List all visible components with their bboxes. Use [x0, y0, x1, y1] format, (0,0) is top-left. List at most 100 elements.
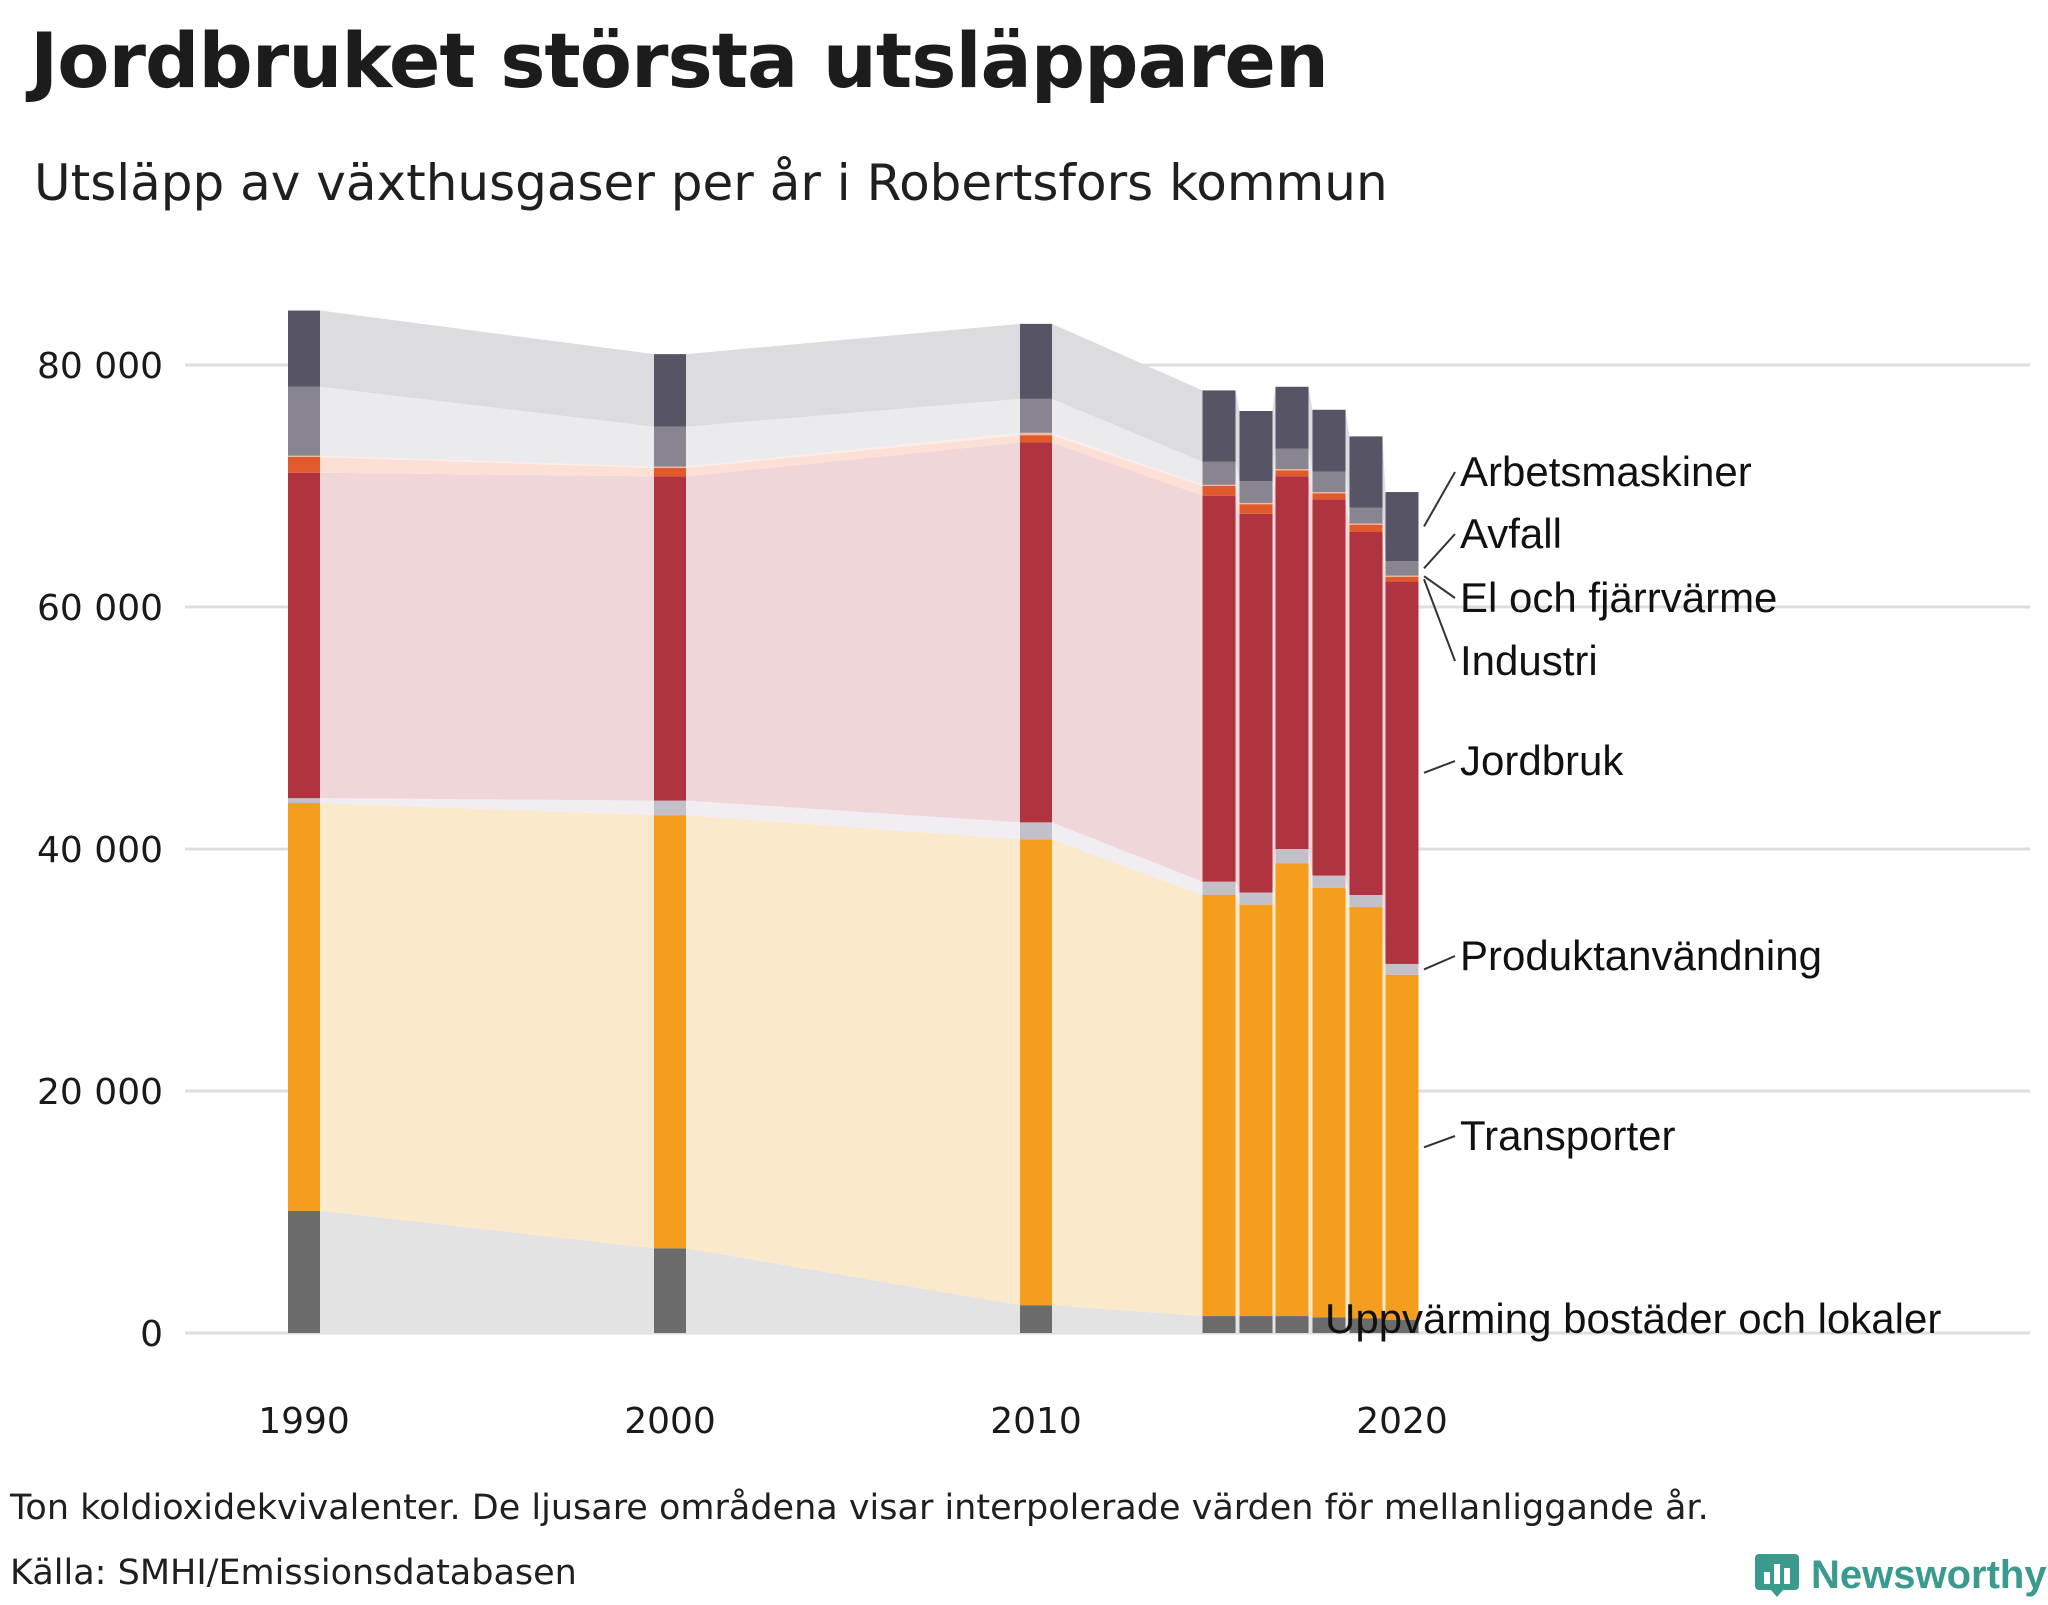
bar-segment [288, 472, 320, 799]
leader-line [1423, 1135, 1456, 1149]
leader-line [1423, 578, 1456, 662]
bar-segment [1275, 470, 1309, 477]
bar-segment [1239, 1316, 1273, 1333]
chart-subtitle: Utsläpp av växthusgaser per år i Roberts… [34, 154, 1388, 212]
bar-segment [1202, 894, 1236, 1317]
bar-segment [1275, 849, 1309, 864]
x-axis-labels: 1990 2000 2010 2020 [258, 1401, 1448, 1442]
y-tick-label: 0 [140, 1314, 163, 1355]
x-tick-label: 2000 [624, 1401, 716, 1442]
x-tick-label: 2020 [1356, 1401, 1448, 1442]
bar-segment [288, 803, 320, 1211]
bar-segment [1349, 894, 1383, 908]
bar-segment [1202, 486, 1236, 496]
series-label: Avfall [1460, 510, 1562, 557]
series-label: Uppvärming bostäder och lokaler [1325, 1295, 1941, 1342]
leader-line [1423, 575, 1456, 599]
interpolated-area [320, 1210, 1386, 1333]
bar-segment [1349, 436, 1383, 508]
y-tick-label: 60 000 [37, 588, 163, 629]
bar-segment [1020, 839, 1052, 1306]
bar-segment [1239, 904, 1273, 1317]
bar-segment [288, 1210, 320, 1333]
bar-segment [1312, 492, 1346, 494]
interpolated-area [320, 435, 1386, 582]
bar-segment [1385, 581, 1419, 964]
bar-segment [1312, 493, 1346, 500]
series-label: Jordbruk [1460, 737, 1624, 784]
bar-segment [1385, 492, 1419, 562]
bar-segment [288, 386, 320, 456]
bar-segment [1349, 531, 1383, 895]
brand-logo[interactable]: Newsworthy [1755, 1545, 2047, 1605]
chart-title: Jordbruket största utsläpparen [30, 16, 1329, 105]
bar-segment [1275, 386, 1309, 449]
bar-segment [1385, 575, 1419, 577]
bar-segment [654, 426, 686, 467]
bar-segment [1312, 409, 1346, 472]
series-label: Industri [1460, 637, 1598, 684]
bar-segment [1020, 442, 1052, 823]
y-tick-label: 40 000 [37, 830, 163, 871]
bar-segment [1312, 875, 1346, 888]
bar-segment [1312, 887, 1346, 1318]
footnote: Ton koldioxidekvivalenter. De ljusare om… [10, 1488, 1709, 1528]
bar-segment [654, 354, 686, 427]
y-tick-label: 80 000 [37, 346, 163, 387]
y-tick-label: 20 000 [37, 1072, 163, 1113]
bars [288, 310, 1419, 1333]
bar-segment [1239, 892, 1273, 905]
bar-segment [1312, 471, 1346, 493]
bar-segment [1239, 410, 1273, 482]
x-tick-label: 2010 [990, 1401, 1082, 1442]
bar-segment [654, 476, 686, 801]
series-labels: Uppvärming bostäder och lokaler Transport… [1325, 448, 1941, 1342]
bar-segment [654, 466, 686, 468]
bar-segment [1275, 469, 1309, 471]
brand-name: Newsworthy [1811, 1552, 2047, 1597]
bar-segment [1020, 398, 1052, 433]
bar-segment [1385, 974, 1419, 1320]
leader-line [1423, 760, 1456, 774]
x-tick-label: 1990 [258, 1401, 350, 1442]
bar-segment [654, 800, 686, 816]
bar-segment [1202, 484, 1236, 486]
interpolated-area [320, 803, 1386, 1320]
bar-segment [1275, 448, 1309, 470]
bar-chart-bubble-icon [1755, 1554, 1799, 1597]
bar-segment [1020, 822, 1052, 840]
bar-segment [1202, 390, 1236, 462]
bar-segment [1349, 523, 1383, 525]
leader-line [1423, 533, 1456, 569]
bar-segment [1275, 1316, 1309, 1333]
interpolated-area [320, 310, 1386, 562]
interpolated-area [320, 386, 1386, 576]
bar-segment [1349, 507, 1383, 524]
bar-segment [1202, 881, 1236, 895]
interpolated-areas [320, 310, 1386, 1333]
bar-segment [654, 467, 686, 477]
bar-segment [1275, 476, 1309, 849]
bar-segment [1275, 863, 1309, 1317]
bar-segment [1239, 513, 1273, 893]
bar-segment [654, 1248, 686, 1333]
bar-segment [1020, 432, 1052, 436]
bar-segment [1312, 1317, 1346, 1333]
bar-segment [1239, 481, 1273, 503]
bar-segment [288, 310, 320, 387]
source-note: Källa: SMHI/Emissionsdatabasen [10, 1553, 577, 1593]
series-label: Produktanvändning [1460, 932, 1822, 979]
bar-segment [1349, 907, 1383, 1319]
bar-segment [1385, 561, 1419, 576]
leader-line [1423, 471, 1456, 528]
bar-segment [1239, 502, 1273, 505]
bar-segment [654, 815, 686, 1249]
leader-line [1423, 955, 1456, 971]
bar-segment [1020, 435, 1052, 443]
bar-segment [1385, 576, 1419, 582]
bar-segment [1020, 323, 1052, 399]
bar-segment [1020, 1305, 1052, 1333]
bar-segment [1239, 504, 1273, 514]
bar-segment [1349, 1318, 1383, 1333]
